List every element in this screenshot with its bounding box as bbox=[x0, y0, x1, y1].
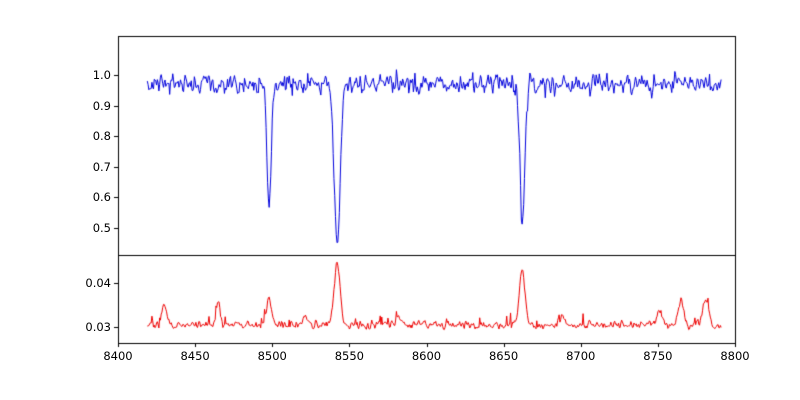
spectrum-y-tick-label: 1.0 bbox=[92, 67, 111, 82]
error-y-tick-label: 0.04 bbox=[85, 276, 111, 291]
x-tick-label: 8600 bbox=[411, 349, 442, 363]
x-tick-label: 8800 bbox=[720, 349, 750, 363]
spectrum-y-tick-label: 0.6 bbox=[92, 190, 111, 205]
x-tick-label: 8650 bbox=[488, 349, 519, 363]
spectrum-y-tick-label: 0.8 bbox=[92, 129, 111, 144]
error-y-tick-label: 0.03 bbox=[85, 320, 111, 335]
x-tick-label: 8550 bbox=[334, 349, 365, 363]
spectrum-y-tick-label: 0.5 bbox=[92, 221, 111, 236]
spectrum-y-tick-label: 0.7 bbox=[92, 159, 111, 174]
x-tick-label: 8400 bbox=[103, 349, 133, 363]
x-tick-label: 8700 bbox=[566, 349, 596, 363]
spectrum-y-tick-label: 0.9 bbox=[92, 98, 111, 113]
x-tick-label: 8500 bbox=[257, 349, 287, 363]
x-tick-label: 8450 bbox=[180, 349, 210, 363]
x-tick-label: 8750 bbox=[643, 349, 673, 363]
